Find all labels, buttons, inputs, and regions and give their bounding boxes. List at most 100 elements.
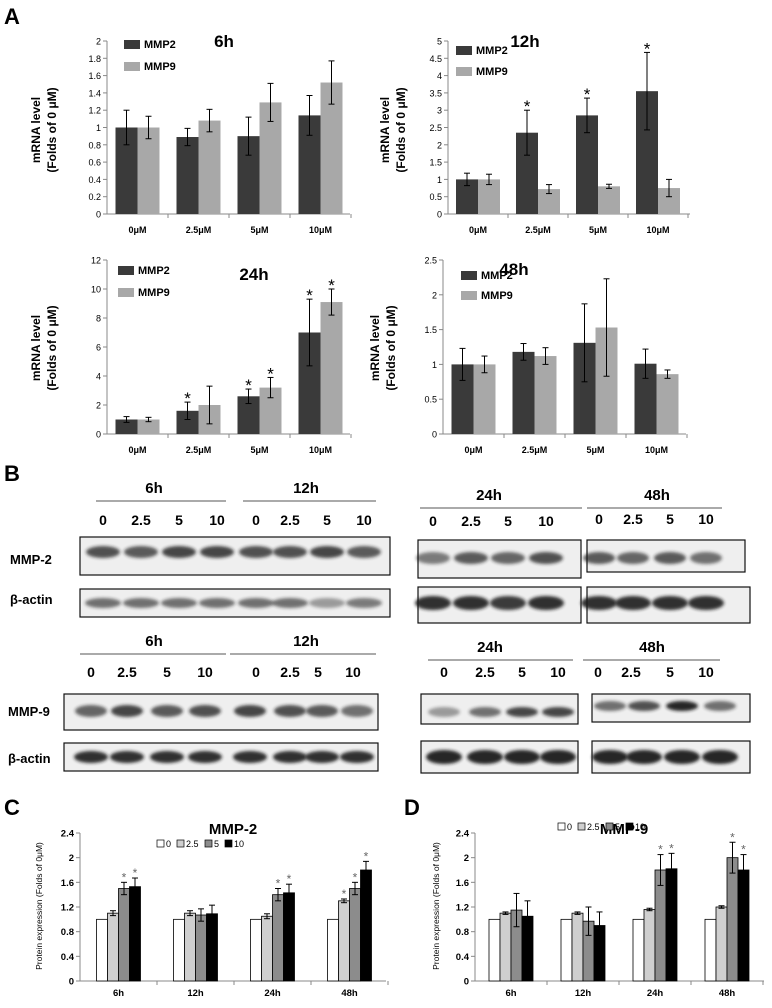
- bar-mmp9-5m: [259, 387, 282, 434]
- y-tick-label: 1.8: [88, 54, 101, 64]
- significance-star: *: [267, 364, 274, 383]
- bar-5-6h: [118, 888, 130, 982]
- y-tick-label: 0.4: [456, 952, 470, 963]
- y-axis-label: mRNA level: [378, 97, 392, 163]
- y-tick-label: 1.6: [61, 878, 74, 889]
- blot-time-label: 24h: [476, 487, 502, 504]
- x-tick-label: 5μM: [250, 225, 268, 235]
- bar-0-48h: [327, 918, 339, 982]
- bar-5-12h: [195, 914, 207, 982]
- dose-label: 2.5: [280, 664, 300, 680]
- bar-10-48h: [737, 869, 750, 982]
- significance-star: *: [287, 872, 292, 886]
- protein-band: [151, 705, 183, 717]
- protein-band: [529, 552, 563, 564]
- protein-band: [346, 598, 382, 608]
- y-tick-label: 0.8: [88, 140, 101, 150]
- protein-band: [162, 546, 196, 558]
- y-tick-label: 0.8: [456, 927, 469, 938]
- legend-swatch: [124, 40, 140, 49]
- y-tick-label: 10: [91, 285, 101, 295]
- protein-band: [340, 751, 374, 763]
- y-tick-label: 2: [69, 853, 74, 864]
- x-tick-label: 5μM: [250, 445, 268, 455]
- protein-band: [110, 751, 144, 763]
- protein-band: [504, 750, 540, 764]
- y-tick-label: 0: [69, 977, 74, 988]
- dose-label: 0: [440, 664, 448, 680]
- actin-row-label-1: β-actin: [10, 592, 53, 607]
- protein-band: [528, 596, 564, 610]
- protein-band: [540, 750, 576, 764]
- y-tick-label: 1.6: [456, 878, 469, 889]
- bar-10-24h: [665, 868, 678, 982]
- legend-swatch: [456, 67, 472, 76]
- bar-mmp9-10m: [320, 82, 343, 215]
- dose-label: 0: [429, 513, 437, 529]
- legend-swatch: [224, 839, 233, 848]
- legend-label: 0: [166, 839, 171, 849]
- dose-label: 10: [197, 664, 213, 680]
- bar-mmp2-0m: [115, 127, 138, 214]
- protein-band: [306, 705, 338, 717]
- y-tick-label: 4: [437, 71, 442, 81]
- dose-label: 2.5: [475, 664, 495, 680]
- protein-band: [615, 596, 651, 610]
- legend-swatch: [577, 822, 586, 831]
- panel-label-b: B: [4, 461, 20, 486]
- dose-label: 10: [538, 513, 554, 529]
- chart-title: 6h: [214, 32, 234, 51]
- bar-mmp2-0m: [451, 364, 474, 434]
- chart-c: MMP-2 Protein expression (Folds of 0μM) 0 0…: [34, 821, 389, 999]
- bar-0-6h: [96, 918, 108, 982]
- protein-band: [704, 701, 736, 711]
- dose-label: 10: [356, 512, 372, 528]
- bar-0-12h: [173, 918, 185, 982]
- protein-band: [592, 750, 628, 764]
- significance-star: *: [353, 870, 358, 884]
- dose-label: 5: [666, 664, 674, 680]
- blot-time-label: 12h: [293, 480, 319, 497]
- significance-star: *: [276, 877, 281, 891]
- protein-band: [542, 707, 574, 717]
- legend-swatch: [605, 822, 614, 831]
- protein-band: [274, 705, 306, 717]
- dose-label: 2.5: [131, 512, 151, 528]
- y-tick-label: 0: [96, 210, 101, 220]
- significance-star: *: [328, 276, 335, 295]
- legend-label: MMP2: [476, 45, 508, 57]
- bar-mmp9-5m: [259, 102, 282, 214]
- chart-title: 48h: [499, 260, 528, 279]
- y-tick-label: 6: [96, 343, 101, 353]
- y-tick-label: 0.2: [88, 192, 101, 202]
- chart-a-12h: 12h mRNA level (Folds of 0 μM) 0 0.5 1 1.5 2 2.5…: [378, 32, 690, 235]
- bar-mmp9-10m: [656, 374, 679, 434]
- bar-mmp9-10m: [658, 188, 680, 214]
- bar-mmp2-10m: [636, 91, 658, 214]
- protein-band: [617, 552, 649, 564]
- y-axis-label-line2: (Folds of 0 μM): [45, 305, 59, 390]
- protein-band: [309, 598, 345, 608]
- significance-star: *: [245, 376, 252, 395]
- blot-time-label: 12h: [293, 633, 319, 650]
- protein-band: [581, 596, 617, 610]
- y-axis-label-line2: (Folds of 0 μM): [384, 305, 398, 390]
- significance-star: *: [133, 866, 138, 880]
- y-tick-label: 1.5: [429, 158, 442, 168]
- y-tick-label: 3: [437, 106, 442, 116]
- y-tick-label: 0: [437, 210, 442, 220]
- bar-mmp2-5m: [237, 396, 260, 434]
- chart-a-24h: 24h mRNA level (Folds of 0 μM) 0 2 4 6 8 10 12 0μM…: [29, 256, 352, 455]
- y-tick-label: 1.4: [88, 88, 101, 98]
- chart-title: MMP-2: [209, 821, 257, 838]
- protein-band: [666, 701, 698, 711]
- legend-label: 2.5: [587, 822, 600, 832]
- protein-band: [583, 552, 615, 564]
- bar-25-12h: [184, 912, 196, 982]
- protein-band: [74, 751, 108, 763]
- y-tick-label: 2.5: [429, 123, 442, 133]
- y-tick-label: 2: [437, 140, 442, 150]
- dose-label: 2.5: [280, 512, 300, 528]
- mmp2-row-label: MMP-2: [10, 552, 52, 567]
